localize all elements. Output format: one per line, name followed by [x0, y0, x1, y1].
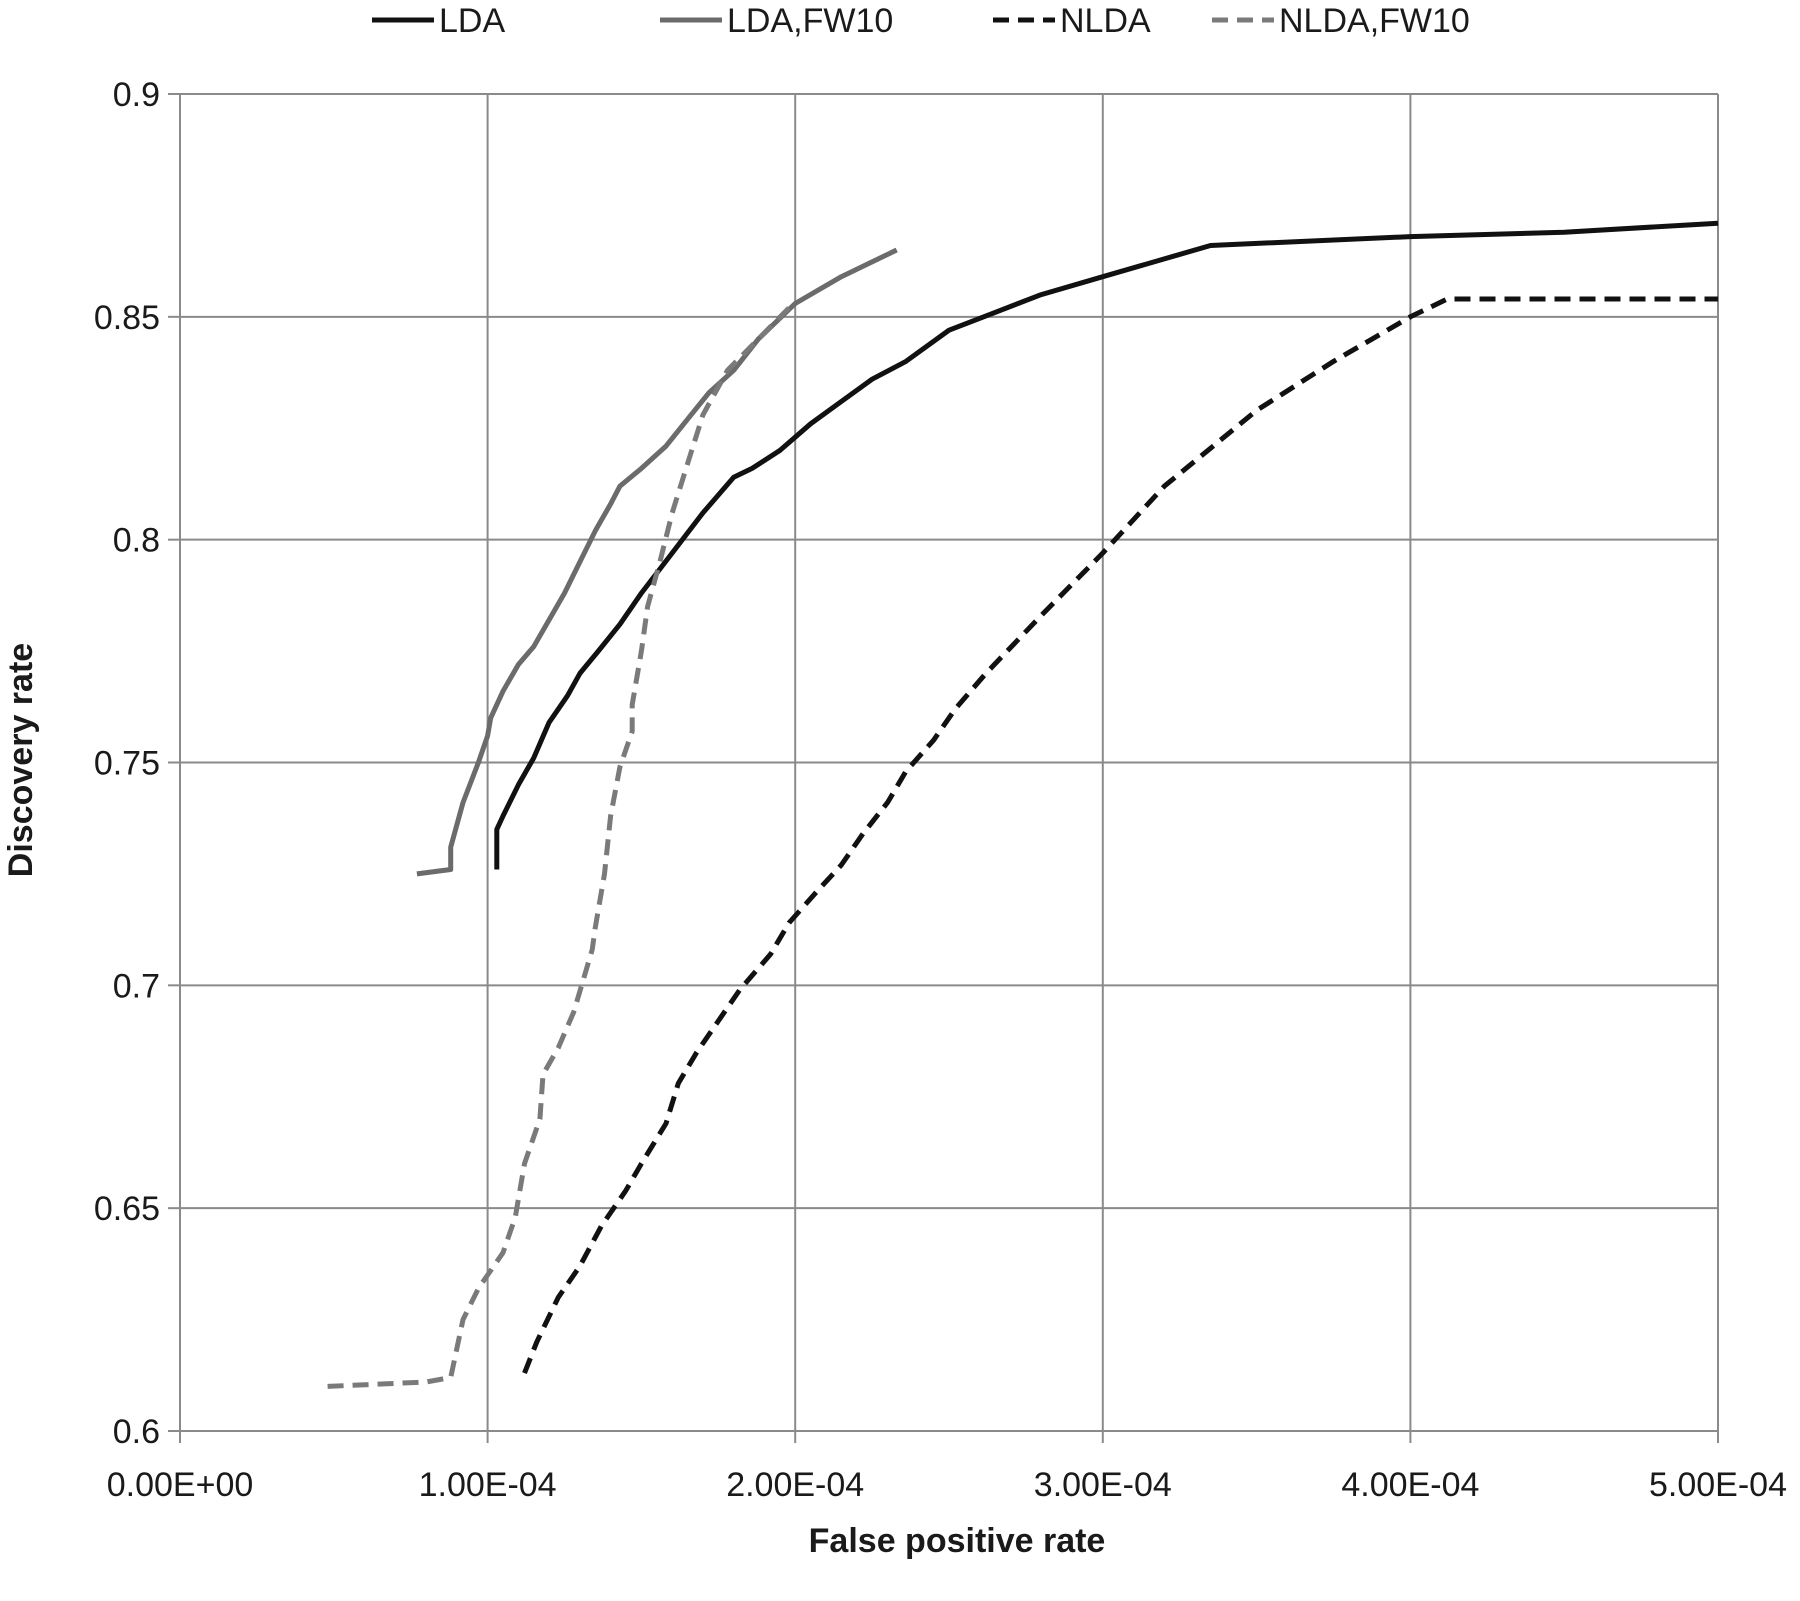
y-tick-label: 0.65: [94, 1190, 160, 1228]
series-line-nlda: [522, 296, 1718, 1375]
x-tick-label: 5.00E-04: [1649, 1466, 1787, 1504]
axes: [168, 93, 1719, 1443]
legend-label: LDA: [439, 2, 505, 40]
x-tick-label: 4.00E-04: [1341, 1466, 1479, 1504]
tick-labels: 0.6 0.65 0.7 0.75 0.8 0.85 0.9 0.00E+00 1.00E-04…: [94, 76, 1787, 1504]
y-tick-label: 0.7: [113, 967, 160, 1005]
legend-label: NLDA: [1060, 2, 1151, 40]
grid: [180, 93, 1719, 1431]
y-axis-title: Discovery rate: [2, 643, 40, 877]
x-tick-label: 0.00E+00: [107, 1466, 254, 1504]
y-tick-label: 0.6: [113, 1413, 160, 1451]
x-tick-label: 3.00E-04: [1034, 1466, 1172, 1504]
legend-label: LDA,FW10: [727, 2, 893, 40]
x-tick-label: 1.00E-04: [419, 1466, 557, 1504]
series-line-lda: [494, 220, 1719, 870]
y-tick-label: 0.85: [94, 299, 160, 337]
legend-label: NLDA,FW10: [1279, 2, 1470, 40]
series-line-nlda-fw10: [327, 306, 791, 1389]
x-axis-title: False positive rate: [809, 1522, 1106, 1560]
y-tick-label: 0.9: [113, 76, 160, 114]
x-tick-label: 2.00E-04: [726, 1466, 864, 1504]
y-tick-label: 0.75: [94, 745, 160, 783]
legend: LDA LDA,FW10 NLDA NLDA,FW10: [372, 2, 1470, 40]
plot-area: [327, 220, 1719, 1389]
series-line-lda-fw10: [416, 247, 898, 877]
y-tick-label: 0.8: [113, 522, 160, 560]
